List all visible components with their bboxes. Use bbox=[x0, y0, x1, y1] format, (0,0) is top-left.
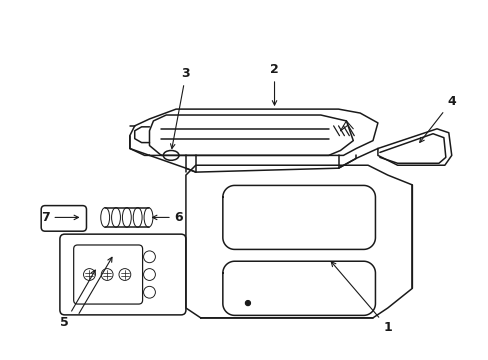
Text: 1: 1 bbox=[330, 262, 391, 334]
Text: 4: 4 bbox=[419, 95, 455, 142]
Text: 7: 7 bbox=[41, 211, 79, 224]
Text: 3: 3 bbox=[170, 67, 190, 148]
Circle shape bbox=[245, 301, 250, 306]
Text: 5: 5 bbox=[61, 270, 95, 329]
Text: 6: 6 bbox=[152, 211, 183, 224]
Text: 2: 2 bbox=[269, 63, 278, 105]
